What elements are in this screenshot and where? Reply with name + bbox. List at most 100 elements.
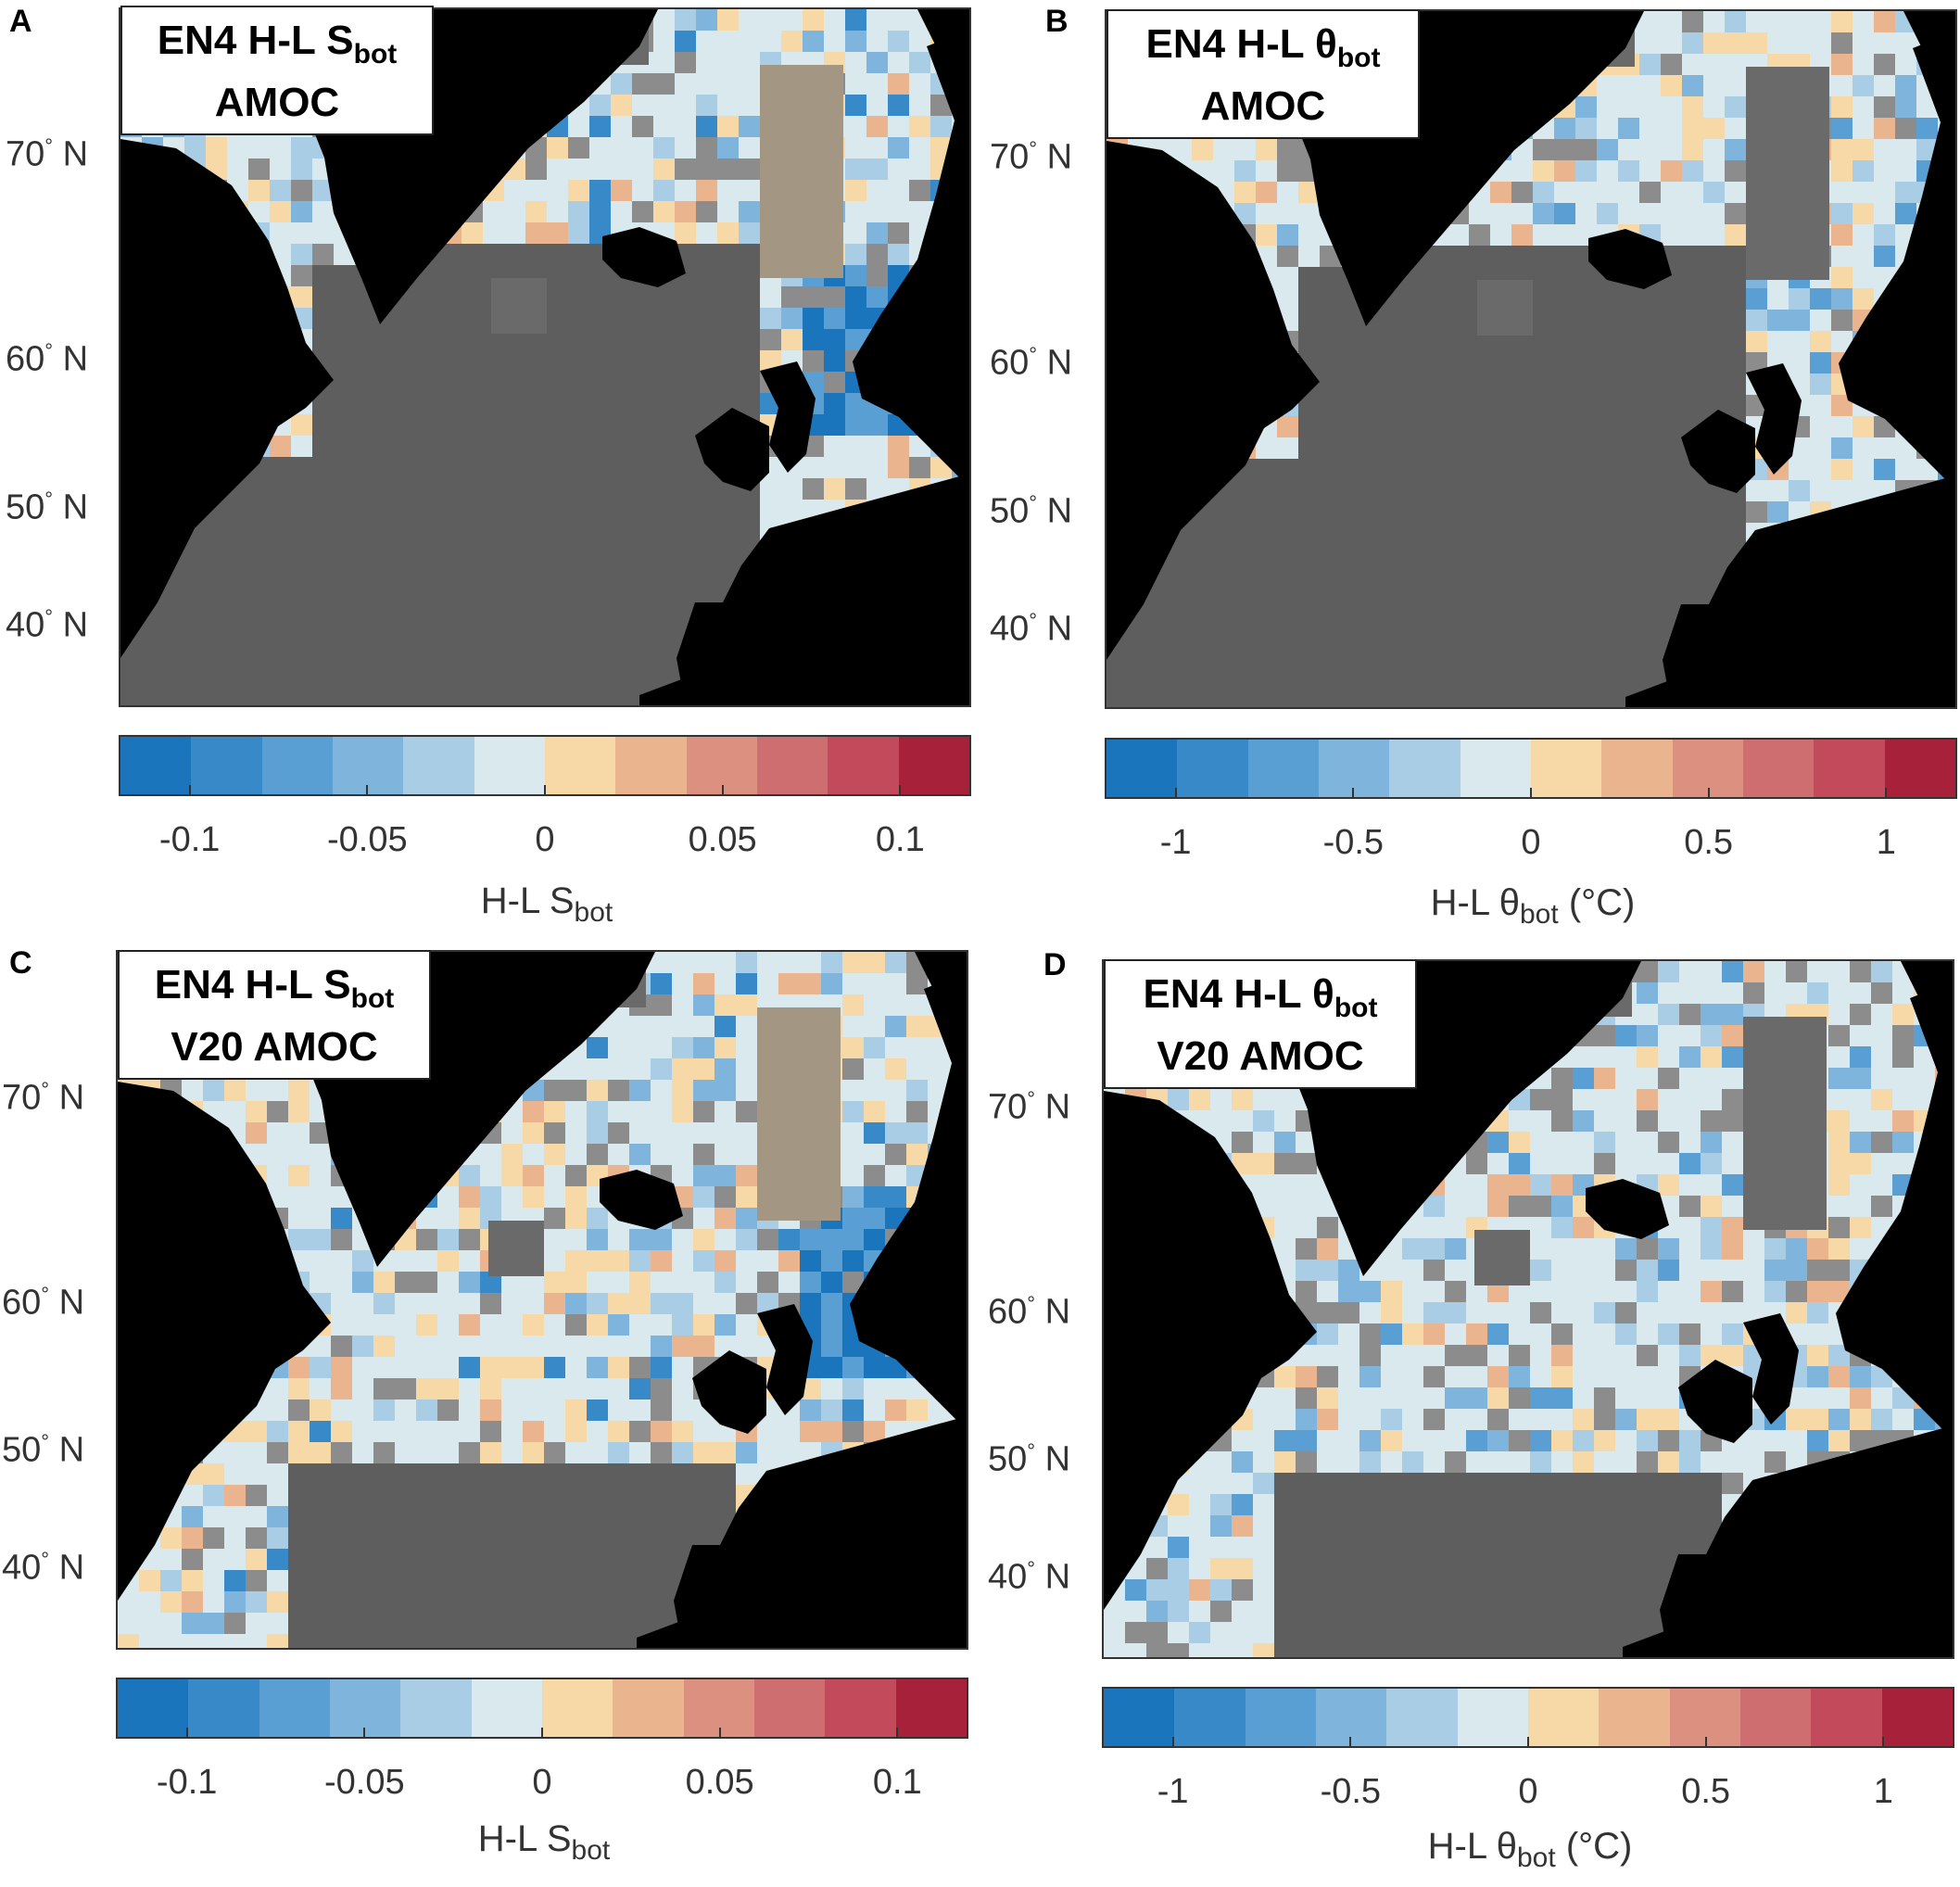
grid-cell bbox=[440, 308, 462, 329]
grid-cell bbox=[523, 1634, 544, 1648]
grid-cell bbox=[1511, 672, 1533, 693]
grid-cell bbox=[1575, 160, 1597, 182]
grid-cell bbox=[398, 649, 419, 670]
grid-cell bbox=[1487, 1345, 1509, 1366]
grid-cell bbox=[1831, 96, 1853, 118]
grid-cell bbox=[653, 542, 675, 564]
grid-cell bbox=[714, 1165, 736, 1186]
grid-cell bbox=[611, 73, 632, 95]
grid-cell bbox=[1213, 587, 1234, 608]
grid-cell bbox=[1359, 1345, 1381, 1366]
grid-cell bbox=[629, 1314, 651, 1336]
grid-cell bbox=[270, 606, 291, 627]
grid-cell bbox=[398, 521, 419, 542]
grid-cell bbox=[1831, 75, 1853, 96]
grid-cell bbox=[824, 414, 845, 436]
grid-cell bbox=[1509, 1196, 1530, 1217]
grid-cell bbox=[398, 308, 419, 329]
grid-cell bbox=[206, 691, 227, 705]
grid-cell bbox=[1384, 352, 1405, 374]
title-subscript: bot bbox=[1336, 42, 1381, 73]
grid-cell bbox=[334, 649, 355, 670]
grid-cell bbox=[1679, 1174, 1701, 1196]
grid-cell bbox=[501, 1463, 523, 1485]
grid-cell bbox=[1298, 693, 1320, 707]
grid-cell bbox=[1554, 672, 1575, 693]
grid-cell bbox=[632, 500, 653, 521]
grid-cell bbox=[1384, 395, 1405, 416]
grid-cell bbox=[632, 649, 653, 670]
grid-cell bbox=[312, 670, 334, 691]
grid-cell bbox=[1338, 1409, 1359, 1430]
grid-cell bbox=[419, 308, 440, 329]
grid-cell bbox=[611, 158, 632, 180]
grid-cell bbox=[459, 1591, 480, 1613]
grid-cell bbox=[1725, 523, 1746, 544]
grid-cell bbox=[587, 1613, 608, 1634]
grid-cell bbox=[845, 137, 866, 158]
grid-cell bbox=[1895, 54, 1916, 75]
grid-cell bbox=[398, 436, 419, 457]
grid-cell bbox=[800, 1293, 821, 1314]
grid-cell bbox=[1277, 608, 1298, 629]
grid-cell bbox=[1682, 203, 1703, 224]
grid-cell bbox=[547, 521, 568, 542]
grid-cell bbox=[1746, 32, 1767, 54]
grid-cell bbox=[1381, 1281, 1402, 1302]
grid-cell bbox=[398, 478, 419, 500]
grid-cell bbox=[717, 9, 739, 31]
grid-cell bbox=[1871, 1153, 1892, 1174]
grid-cell bbox=[611, 436, 632, 457]
grid-cell bbox=[672, 1037, 693, 1058]
grid-cell bbox=[1850, 1132, 1871, 1153]
grid-cell bbox=[525, 158, 547, 180]
grid-cell bbox=[1810, 32, 1831, 54]
grid-cell bbox=[1253, 1153, 1274, 1174]
grid-cell bbox=[288, 1570, 310, 1591]
grid-cell bbox=[246, 1506, 267, 1527]
grid-cell bbox=[163, 670, 184, 691]
grid-cell bbox=[845, 95, 866, 116]
grid-cell bbox=[1871, 1025, 1892, 1046]
grid-cell bbox=[696, 585, 717, 606]
grid-cell bbox=[203, 1549, 224, 1570]
grid-cell bbox=[1384, 480, 1405, 501]
grid-cell bbox=[906, 1122, 928, 1144]
grid-cell bbox=[717, 31, 739, 52]
grid-cell bbox=[1362, 672, 1384, 693]
grid-cell bbox=[310, 1549, 331, 1570]
land-ireland bbox=[1681, 410, 1755, 493]
grid-cell bbox=[523, 1421, 544, 1442]
grid-cell bbox=[312, 308, 334, 329]
grid-cell bbox=[267, 1485, 288, 1506]
colorbar-label: H-L θbot (°C) bbox=[1430, 882, 1636, 930]
grid-cell bbox=[525, 564, 547, 585]
grid-cell bbox=[1573, 1345, 1594, 1366]
grid-cell bbox=[310, 1229, 331, 1250]
grid-cell bbox=[714, 1186, 736, 1208]
grid-cell bbox=[270, 670, 291, 691]
grid-cell bbox=[1831, 203, 1853, 224]
grid-cell bbox=[1639, 203, 1661, 224]
grid-cell bbox=[267, 1399, 288, 1421]
grid-cell bbox=[1661, 54, 1682, 75]
grid-cell bbox=[312, 542, 334, 564]
grid-cell bbox=[1639, 395, 1661, 416]
grid-cell bbox=[1253, 1132, 1274, 1153]
grid-cell bbox=[270, 627, 291, 649]
grid-cell bbox=[565, 1165, 587, 1186]
grid-cell bbox=[224, 1463, 246, 1485]
grid-cell bbox=[184, 585, 206, 606]
grid-cell bbox=[1405, 587, 1426, 608]
grid-cell bbox=[1359, 1323, 1381, 1345]
grid-cell bbox=[1448, 544, 1469, 565]
grid-cell bbox=[757, 1272, 778, 1293]
grid-cell bbox=[714, 952, 736, 973]
grid-cell bbox=[1597, 310, 1618, 331]
grid-cell bbox=[1256, 182, 1277, 203]
grid-cell bbox=[1786, 1238, 1807, 1260]
grid-cell bbox=[693, 1272, 714, 1293]
grid-cell bbox=[288, 1527, 310, 1549]
grid-cell bbox=[1341, 608, 1362, 629]
grid-cell bbox=[1362, 480, 1384, 501]
